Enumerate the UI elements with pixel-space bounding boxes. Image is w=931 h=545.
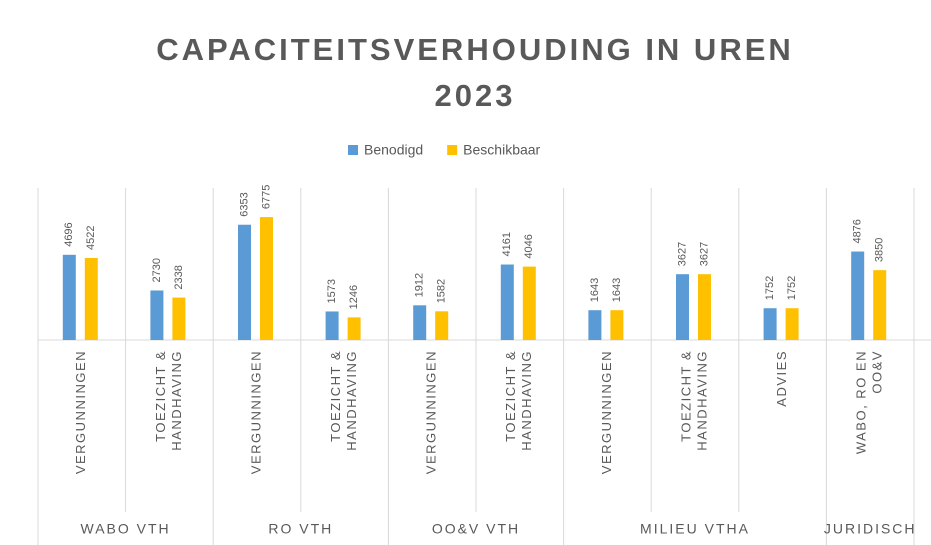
- bar: [84, 257, 98, 340]
- value-label: 4522: [85, 225, 97, 249]
- value-label: 1573: [326, 279, 338, 303]
- bar: [610, 310, 624, 340]
- x-tick-label: TOEZICHT &: [503, 350, 518, 442]
- bar: [150, 290, 164, 340]
- x-tick-label: OO&V: [870, 350, 885, 394]
- bar: [588, 310, 602, 340]
- x-tick-label: VERGUNNINGEN: [73, 350, 88, 474]
- bar: [413, 305, 427, 340]
- bar: [347, 317, 361, 340]
- legend-swatch: [348, 145, 358, 155]
- group-label: MILIEU VTHA: [640, 521, 750, 537]
- legend-swatch: [447, 145, 458, 155]
- x-tick-label: HANDHAVING: [519, 350, 534, 451]
- x-tick-label: VERGUNNINGEN: [424, 350, 439, 474]
- bar: [522, 266, 536, 340]
- group-label: JURIDISCH: [824, 521, 917, 537]
- group-label: WABO VTH: [81, 521, 171, 537]
- value-label: 4696: [63, 222, 75, 246]
- x-tick-label: HANDHAVING: [344, 350, 359, 451]
- x-tick-label: ADVIES: [774, 350, 789, 407]
- bar: [325, 311, 339, 340]
- value-label: 6353: [238, 192, 250, 216]
- value-label: 4046: [523, 234, 535, 258]
- value-label: 3627: [676, 242, 688, 266]
- value-label: 3850: [874, 238, 886, 262]
- value-label: 2338: [173, 265, 185, 289]
- x-tick-label: VERGUNNINGEN: [599, 350, 614, 474]
- bar: [62, 254, 76, 340]
- bar: [873, 270, 887, 340]
- group-label: RO VTH: [268, 521, 333, 537]
- x-tick-label: HANDHAVING: [694, 350, 709, 451]
- x-tick-label: HANDHAVING: [169, 350, 184, 451]
- value-label: 4876: [852, 219, 864, 243]
- value-label: 2730: [151, 258, 163, 282]
- value-label: 1643: [611, 278, 623, 302]
- value-label: 3627: [698, 242, 710, 266]
- value-label: 1582: [436, 279, 448, 303]
- bar: [435, 311, 449, 340]
- bar: [851, 251, 865, 340]
- bar: [260, 217, 273, 340]
- bar: [500, 264, 514, 340]
- chart-title: CAPACITEITSVERHOUDING IN UREN: [156, 32, 794, 67]
- chart-title: 2023: [435, 78, 516, 113]
- legend-label: Benodigd: [364, 142, 423, 158]
- bar: [785, 308, 799, 340]
- bar: [698, 274, 711, 340]
- x-tick-label: TOEZICHT &: [153, 350, 168, 442]
- bar: [172, 297, 186, 340]
- legend-label: Beschikbaar: [463, 142, 540, 158]
- x-tick-label: VERGUNNINGEN: [248, 350, 263, 474]
- group-label: OO&V VTH: [432, 521, 520, 537]
- bar: [238, 224, 251, 340]
- bar: [763, 308, 777, 340]
- value-label: 1752: [786, 276, 798, 300]
- value-label: 1246: [348, 285, 360, 309]
- x-tick-label: TOEZICHT &: [678, 350, 693, 442]
- x-tick-label: TOEZICHT &: [328, 350, 343, 442]
- value-label: 1752: [764, 276, 776, 300]
- value-label: 1912: [414, 273, 426, 297]
- bar: [676, 274, 689, 340]
- x-tick-label: WABO, RO EN: [854, 350, 869, 454]
- value-label: 1643: [589, 278, 601, 302]
- value-label: 4161: [501, 232, 513, 256]
- value-label: 6775: [260, 185, 272, 209]
